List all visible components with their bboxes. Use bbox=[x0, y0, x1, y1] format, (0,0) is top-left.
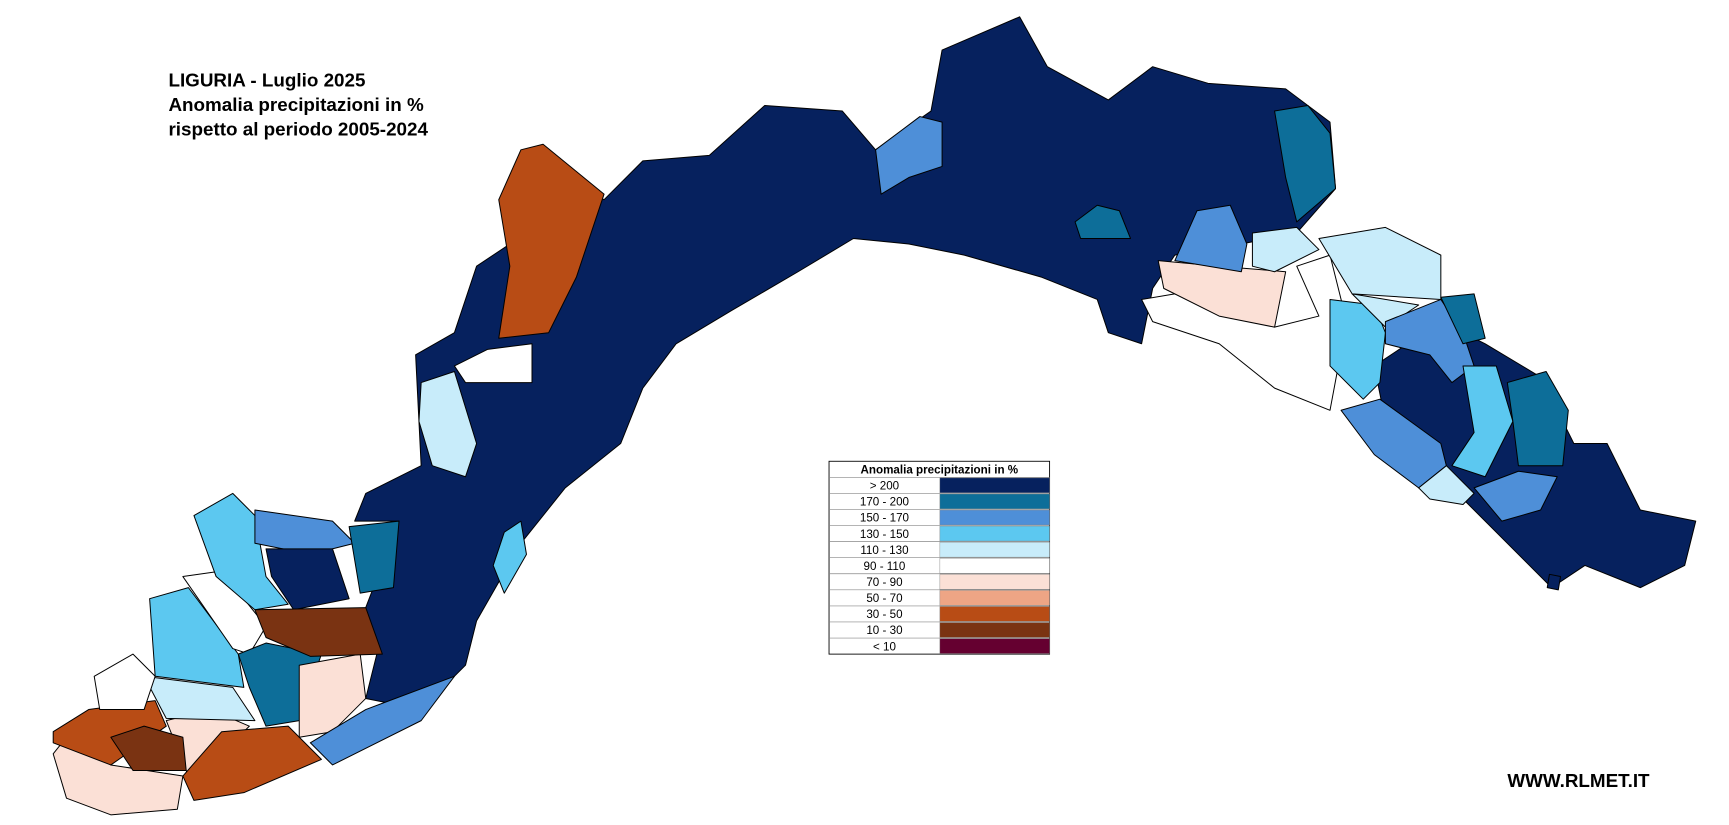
area bbox=[875, 116, 943, 195]
legend-label: > 200 bbox=[870, 480, 900, 493]
legend-label: 170 - 200 bbox=[860, 496, 910, 509]
area bbox=[93, 653, 156, 711]
title-line: Anomalia precipitazioni in % bbox=[168, 94, 424, 115]
legend-swatch bbox=[939, 493, 1050, 510]
legend-swatch bbox=[939, 558, 1050, 574]
legend-swatch bbox=[939, 525, 1050, 542]
area bbox=[1473, 470, 1558, 522]
legend-label: 110 - 130 bbox=[860, 544, 909, 557]
area bbox=[1418, 465, 1475, 505]
area bbox=[182, 725, 322, 801]
area bbox=[143, 675, 256, 722]
legend-label: 130 - 150 bbox=[860, 528, 910, 541]
area bbox=[1318, 226, 1442, 300]
area bbox=[193, 492, 289, 611]
area bbox=[418, 370, 478, 478]
legend-label: < 10 bbox=[873, 640, 896, 653]
area bbox=[265, 548, 350, 611]
area bbox=[348, 520, 400, 594]
area bbox=[453, 343, 533, 384]
area bbox=[1251, 226, 1320, 273]
area bbox=[1174, 204, 1248, 273]
legend-swatch bbox=[939, 638, 1050, 654]
area bbox=[492, 520, 527, 594]
area bbox=[298, 653, 367, 738]
legend-label: 10 - 30 bbox=[866, 624, 903, 637]
footer: WWW.RLMET.IT bbox=[1507, 770, 1650, 791]
legend-swatch bbox=[939, 590, 1050, 606]
area bbox=[309, 675, 455, 766]
legend-swatch bbox=[939, 477, 1050, 494]
area bbox=[52, 700, 167, 766]
area bbox=[1451, 365, 1514, 478]
area bbox=[1074, 204, 1131, 239]
area bbox=[1506, 370, 1569, 467]
area bbox=[149, 587, 245, 688]
legend-title: Anomalia precipitazioni in % bbox=[861, 463, 1019, 476]
area bbox=[1440, 293, 1486, 345]
legend-swatch bbox=[939, 574, 1050, 590]
area bbox=[1274, 104, 1337, 223]
legend-swatch bbox=[939, 541, 1050, 558]
area bbox=[110, 725, 187, 771]
legend-label: 30 - 50 bbox=[866, 608, 903, 621]
legend-label: 150 - 170 bbox=[860, 512, 910, 525]
legend-swatch bbox=[939, 622, 1050, 638]
legend-label: 70 - 90 bbox=[866, 576, 903, 589]
area bbox=[1546, 573, 1562, 591]
area bbox=[498, 143, 605, 339]
legend: Anomalia precipitazioni in % > 200 170 - 2… bbox=[828, 460, 1051, 655]
area bbox=[254, 509, 356, 555]
region-map bbox=[52, 16, 1697, 816]
legend-swatch bbox=[939, 606, 1050, 622]
title-line: rispetto al periodo 2005-2024 bbox=[168, 118, 428, 139]
legend-swatch bbox=[939, 509, 1050, 526]
title-line: LIGURIA - Luglio 2025 bbox=[168, 70, 365, 91]
legend-label: 50 - 70 bbox=[866, 592, 903, 605]
legend-label: 90 - 110 bbox=[864, 560, 906, 573]
area bbox=[254, 607, 383, 657]
